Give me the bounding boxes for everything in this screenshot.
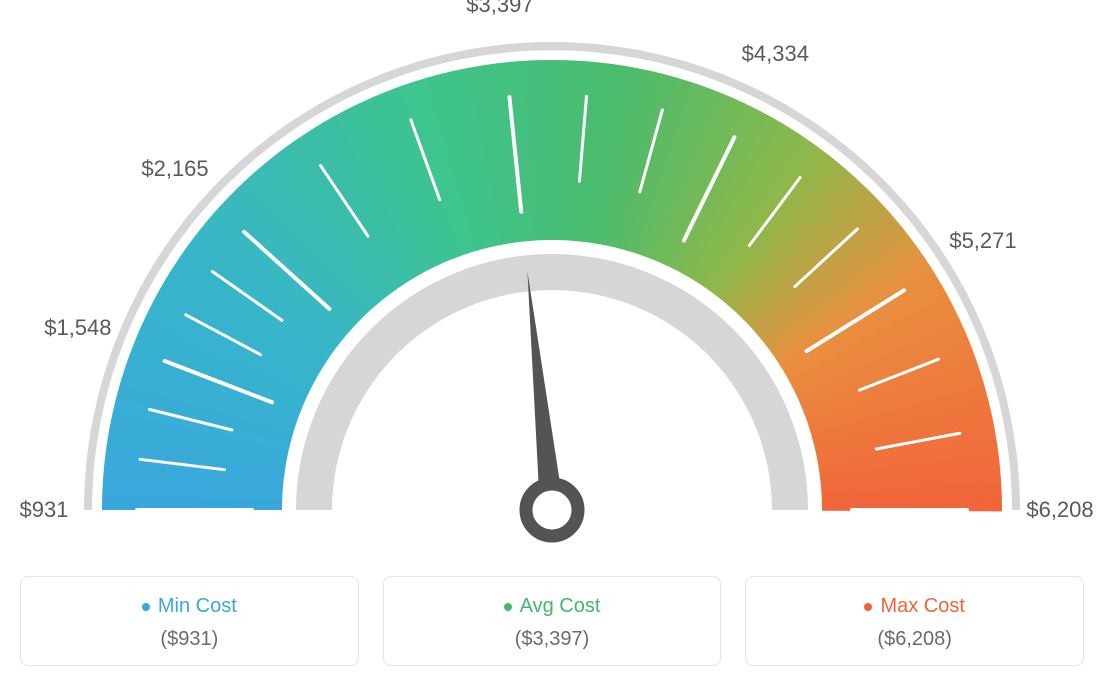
legend-value: ($931) bbox=[33, 628, 346, 651]
gauge-hub bbox=[526, 484, 578, 536]
legend-card: Min Cost ($931) bbox=[20, 576, 359, 666]
legend-header: Min Cost bbox=[142, 595, 237, 618]
gauge-tick-label: $6,208 bbox=[1026, 497, 1093, 523]
legend-dot-icon bbox=[504, 603, 512, 611]
legend-header: Avg Cost bbox=[504, 595, 601, 618]
gauge-svg bbox=[20, 20, 1084, 560]
gauge-tick-label: $3,397 bbox=[466, 0, 533, 18]
legend-dot-icon bbox=[864, 603, 872, 611]
legend-title: Max Cost bbox=[880, 595, 964, 618]
gauge-tick-label: $5,271 bbox=[949, 228, 1016, 254]
gauge-chart: $931$1,548$2,165$3,397$4,334$5,271$6,208 bbox=[20, 20, 1084, 560]
legend-card: Max Cost ($6,208) bbox=[745, 576, 1084, 666]
legend-value: ($6,208) bbox=[758, 628, 1071, 651]
legend-title: Min Cost bbox=[158, 595, 237, 618]
gauge-needle bbox=[526, 271, 578, 536]
gauge-tick-label: $1,548 bbox=[44, 315, 111, 341]
legend-row: Min Cost ($931) Avg Cost ($3,397) Max Cost ($… bbox=[20, 576, 1084, 666]
legend-card: Avg Cost ($3,397) bbox=[383, 576, 722, 666]
legend-dot-icon bbox=[142, 603, 150, 611]
legend-value: ($3,397) bbox=[396, 628, 709, 651]
gauge-tick-label: $2,165 bbox=[141, 156, 208, 182]
gauge-tick-label: $4,334 bbox=[742, 41, 809, 67]
legend-title: Avg Cost bbox=[520, 595, 601, 618]
legend-header: Max Cost bbox=[864, 595, 964, 618]
gauge-tick-label: $931 bbox=[20, 497, 69, 523]
